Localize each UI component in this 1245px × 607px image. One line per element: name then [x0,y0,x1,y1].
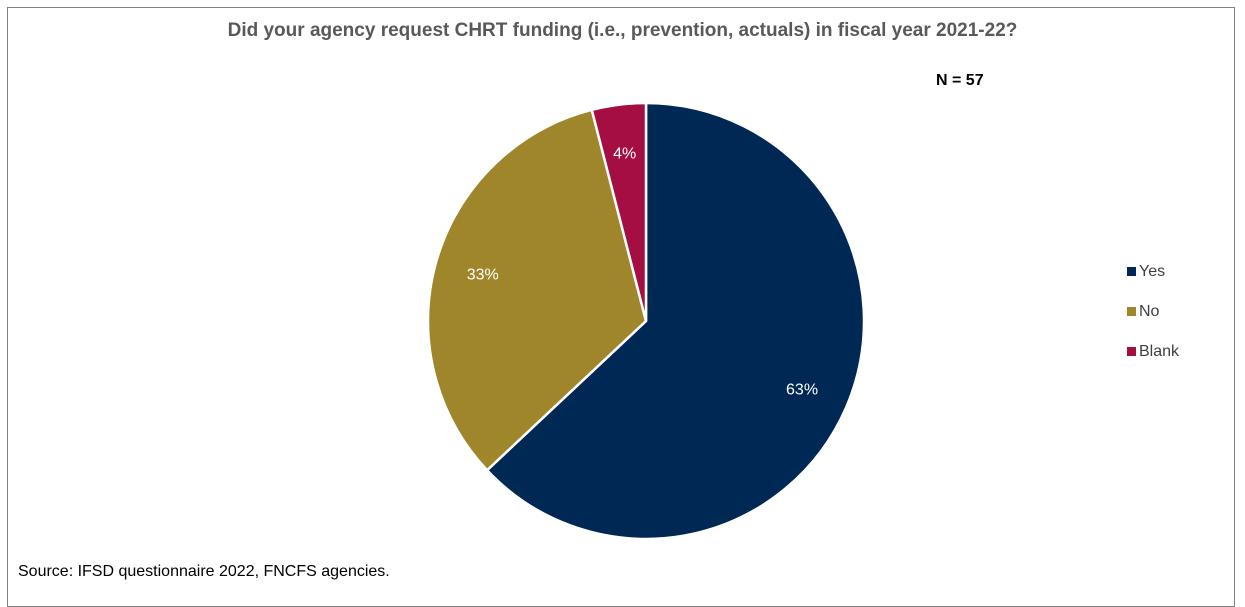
sample-size-label: N = 57 [936,72,984,89]
legend-item-no: No [1127,302,1179,321]
legend-swatch-yes [1127,267,1136,276]
data-label-blank: 4% [613,145,636,162]
legend-item-blank: Blank [1127,342,1179,361]
legend-swatch-blank [1127,347,1136,356]
chart-title: Did your agency request CHRT funding (i.… [227,20,1018,41]
pie-slice-blank [590,101,648,323]
legend-item-yes: Yes [1127,262,1179,281]
legend-label-no: No [1139,302,1160,320]
pie-slice-yes [485,101,866,541]
pie-slice-no [426,108,648,472]
legend-swatch-no [1127,307,1136,316]
legend: Yes No Blank [1127,262,1179,382]
legend-label-blank: Blank [1139,342,1180,360]
data-label-yes: 63% [786,382,818,399]
legend-label-yes: Yes [1139,262,1166,280]
source-note: Source: IFSD questionnaire 2022, FNCFS a… [18,563,390,580]
pie-chart: 63% 33% 4% [426,101,866,541]
data-label-no: 33% [467,267,499,284]
